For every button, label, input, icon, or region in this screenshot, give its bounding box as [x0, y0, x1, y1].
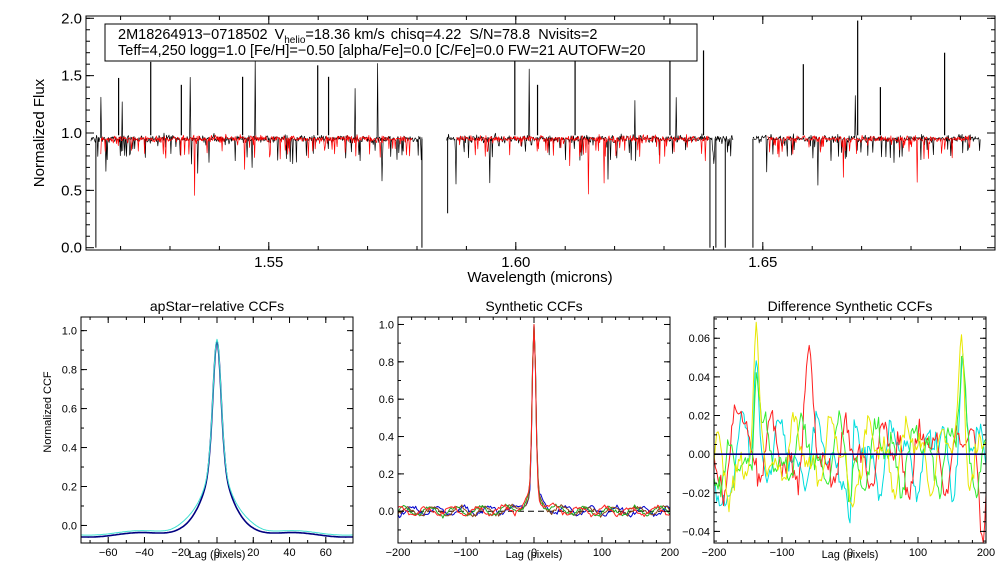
y-tick-label: 1.0: [379, 319, 394, 331]
ccf-1-line: [397, 324, 671, 519]
y-tick-label: 2.0: [61, 10, 82, 27]
x-tick-label: 0: [531, 547, 537, 559]
apstar-ccf-title: apStar−relative CCFs: [150, 298, 284, 314]
v-value: =18.36 km/s: [305, 27, 384, 43]
y-tick-label: 0.06: [689, 333, 710, 345]
diff-4-line: [713, 321, 987, 513]
x-tick-label: −100: [770, 547, 795, 559]
spectrum-ticks: 1.55 1.60 1.65 0.0 0.5 1.0 1.5 2.0: [61, 10, 995, 271]
x-tick-label: 200: [977, 547, 995, 559]
v-sub: helio: [284, 35, 306, 46]
x-tick-label: −100: [454, 547, 479, 559]
observed-chip-0: [90, 58, 423, 182]
diff-2-line: [713, 344, 987, 544]
apstar-ccf-lines: [80, 338, 354, 538]
y-tick-label: 0.0: [62, 520, 77, 532]
spectrum-panel: 1.55 1.60 1.65 0.0 0.5 1.0 1.5 2.0 2M18264913−0…: [31, 10, 996, 286]
y-tick-label: 0.04: [689, 372, 710, 384]
v-label: V: [275, 27, 285, 43]
x-tick-label: 60: [320, 547, 332, 559]
spectrum-ylabel: Normalized Flux: [31, 78, 48, 187]
apstar-ccf-frame: [80, 316, 354, 544]
difference-ccf-xlabel: Lag (pixels): [822, 549, 879, 561]
synthetic-ccf-panel: −200 −100 0 100 200 0.0 0.2 0.4 0.6 0.8 1.0 Synthe…: [379, 298, 679, 561]
info-box: [104, 23, 698, 62]
star-id: 2M18264913−0718502: [118, 27, 268, 43]
x-tick-label: −60: [99, 547, 118, 559]
difference-ccf-lines: [713, 321, 987, 544]
x-tick-label: 0: [847, 547, 853, 559]
y-tick-label: 0.4: [62, 443, 77, 455]
y-tick-label: 1.0: [61, 125, 82, 142]
x-tick-label: −20: [171, 547, 190, 559]
y-tick-label: 0.6: [379, 394, 394, 406]
x-tick-label: 200: [661, 547, 679, 559]
synthetic-ccf-title: Synthetic CCFs: [485, 298, 582, 314]
x-tick-label: −40: [135, 547, 154, 559]
info-line-1: 2M18264913−0718502 Vhelio=18.36 km/s chisq…: [118, 27, 597, 46]
x-tick-label: 20: [247, 547, 259, 559]
x-tick-label: 1.60: [501, 254, 530, 271]
ccf-2-line: [81, 338, 353, 536]
y-tick-label: 0.2: [379, 469, 394, 481]
synthetic-ccf-ticks: −200 −100 0 100 200 0.0 0.2 0.4 0.6 0.8 1.0: [379, 317, 679, 559]
apstar-ccf-ylabel: Normalized CCF: [42, 371, 54, 453]
difference-ccf-ticks: −200 −100 0 100 200 −0.04 −0.02 0.00 0.02 0.04 0.0…: [682, 317, 995, 559]
ccf-3-line: [397, 324, 671, 519]
info-line-2: Teff=4,250 logg=1.0 [Fe/H]=−0.50 [alpha/…: [118, 43, 645, 59]
apstar-ccf-ticks: −60 −40 −20 0 20 40 60 0.0 0.2 0.4 0.6 0.8 1.0: [62, 317, 353, 559]
y-tick-label: 0.8: [62, 365, 77, 377]
observed-chip-1: [446, 68, 734, 185]
nvisits: Nvisits=2: [538, 27, 597, 43]
x-tick-label: 100: [593, 547, 611, 559]
y-tick-label: 0.0: [379, 506, 394, 518]
x-tick-label: −200: [386, 547, 411, 559]
apstar-ccf-xlabel: Lag (pixels): [189, 549, 246, 561]
model-chip-2: [767, 134, 971, 183]
difference-ccf-panel: −200 −100 0 100 200 −0.04 −0.02 0.00 0.02 0.04 0.0…: [682, 298, 995, 561]
difference-ccf-title: Difference Synthetic CCFs: [768, 298, 933, 314]
y-tick-label: 0.2: [62, 482, 77, 494]
x-tick-label: 1.55: [254, 254, 283, 271]
x-tick-label: 40: [283, 547, 295, 559]
synthetic-ccf-xlabel: Lag (pixels): [506, 549, 563, 561]
synthetic-ccf-lines: [397, 324, 671, 519]
y-tick-label: 0.02: [689, 411, 710, 423]
y-tick-label: −0.04: [682, 526, 710, 538]
diff-1-line: [713, 353, 987, 524]
chisq: chisq=4.22: [391, 27, 462, 43]
y-tick-label: 1.0: [62, 326, 77, 338]
y-tick-label: 0.4: [379, 432, 394, 444]
x-tick-label: 1.65: [748, 254, 777, 271]
spectrum-xlabel: Wavelength (microns): [467, 269, 612, 286]
ccf-1-line: [80, 340, 354, 538]
x-tick-label: 0: [214, 547, 220, 559]
model-chip-1: [456, 134, 709, 195]
model-chip-0: [100, 133, 413, 196]
ccf-2-line: [397, 324, 671, 518]
y-tick-label: 0.5: [61, 182, 82, 199]
sn: S/N=78.8: [469, 27, 530, 43]
y-tick-label: 0.8: [379, 357, 394, 369]
y-tick-label: 0.00: [689, 449, 710, 461]
y-tick-label: 1.5: [61, 68, 82, 85]
observed-chip-2: [752, 95, 981, 186]
y-tick-label: 0.6: [62, 404, 77, 416]
apstar-ccf-panel: −60 −40 −20 0 20 40 60 0.0 0.2 0.4 0.6 0.8 1.0 apSta…: [42, 298, 354, 561]
y-tick-label: 0.0: [61, 240, 82, 257]
x-tick-label: 100: [909, 547, 927, 559]
y-tick-label: −0.02: [682, 488, 710, 500]
x-tick-label: −200: [702, 547, 727, 559]
spectrum-lines: [90, 18, 981, 248]
ccf-4-line: [397, 324, 671, 518]
